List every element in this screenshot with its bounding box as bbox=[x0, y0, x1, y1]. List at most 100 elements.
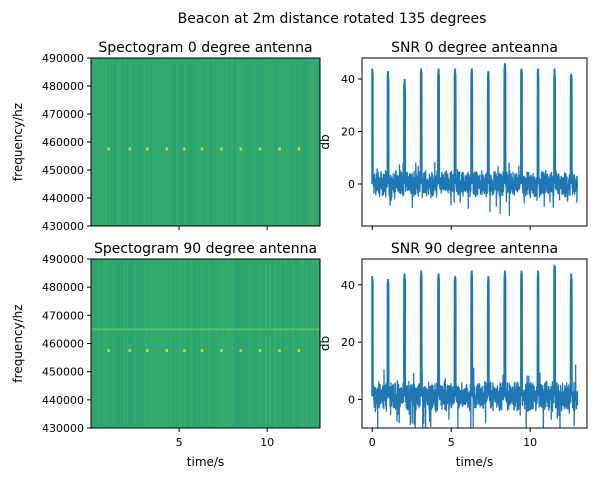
spectrogram-stripe bbox=[274, 259, 275, 428]
spectrogram-stripe bbox=[251, 58, 253, 226]
spectrogram-stripe bbox=[197, 58, 199, 226]
spectrogram-stripe bbox=[253, 259, 254, 428]
spectrogram-stripe bbox=[235, 58, 236, 226]
spectrogram-stripe bbox=[155, 259, 157, 428]
spectrogram-stripe bbox=[134, 58, 136, 226]
spectrogram-pulse bbox=[258, 349, 262, 353]
spectrogram-stripe bbox=[104, 259, 106, 428]
spectrogram-stripe bbox=[232, 259, 233, 428]
spectrogram-stripe bbox=[136, 259, 137, 428]
spectrogram-stripe bbox=[95, 259, 97, 428]
spectrogram-stripe bbox=[313, 58, 314, 226]
spectrogram-stripe bbox=[299, 259, 301, 428]
spectrogram-stripe bbox=[158, 58, 160, 226]
spectrogram-stripe bbox=[167, 259, 169, 428]
spectrogram-stripe bbox=[172, 259, 173, 428]
spectrogram-stripe bbox=[239, 58, 241, 226]
spectrogram-stripe bbox=[280, 58, 281, 226]
spectrogram-pulse bbox=[165, 349, 168, 353]
spectrogram-stripe bbox=[260, 58, 262, 226]
spectrogram-stripe bbox=[248, 259, 250, 428]
spectrogram-stripe bbox=[131, 259, 133, 428]
spectrogram-stripe bbox=[193, 58, 194, 226]
spectrogram-stripe bbox=[101, 259, 103, 428]
spectrogram-stripe bbox=[236, 259, 238, 428]
spectrogram-stripe bbox=[127, 259, 128, 428]
spectrogram-stripe bbox=[202, 58, 203, 226]
spectrogram-stripe bbox=[196, 259, 197, 428]
spectrogram-pulse bbox=[239, 349, 242, 353]
spectrogram-stripe bbox=[134, 259, 136, 428]
spectrogram-stripe bbox=[124, 58, 125, 226]
xtick-label: 10 bbox=[260, 436, 274, 449]
spectrogram-pulse bbox=[297, 147, 301, 151]
spectrogram-stripe bbox=[160, 259, 161, 428]
spectrogram-stripe bbox=[250, 58, 251, 226]
spectrogram-stripe bbox=[152, 58, 154, 226]
spectrogram-stripe bbox=[293, 58, 295, 226]
y-axis-label: frequency/hz bbox=[11, 304, 25, 382]
spectrogram-stripe bbox=[176, 58, 178, 226]
ytick-label: 480000 bbox=[42, 281, 84, 294]
spectrogram-stripe bbox=[95, 58, 97, 226]
spectrogram-stripe bbox=[301, 259, 302, 428]
spectrogram-stripe bbox=[164, 58, 166, 226]
spectrogram-stripe bbox=[170, 58, 172, 226]
spectrogram-stripe bbox=[281, 259, 283, 428]
spectrogram-stripe bbox=[116, 58, 118, 226]
spectrogram-stripe bbox=[233, 58, 235, 226]
spectrogram-stripe bbox=[314, 58, 316, 226]
spectrogram-stripe bbox=[217, 58, 218, 226]
spectrogram-stripe bbox=[286, 259, 287, 428]
ytick-label: 460000 bbox=[42, 136, 84, 149]
spectrogram-stripe bbox=[199, 259, 200, 428]
spectrogram-stripe bbox=[302, 259, 304, 428]
spectrogram-stripe bbox=[257, 259, 259, 428]
xtick-label: 5 bbox=[176, 436, 183, 449]
spectrogram-stripe bbox=[194, 259, 196, 428]
spectrogram-stripe bbox=[317, 259, 319, 428]
snr-series bbox=[371, 264, 579, 428]
spectrogram-stripe bbox=[166, 58, 167, 226]
spectrogram-stripe bbox=[266, 58, 268, 226]
spectrogram-pulse bbox=[165, 147, 168, 151]
spectrogram-stripe bbox=[200, 58, 202, 226]
subplot-title: Spectogram 90 degree antenna bbox=[94, 241, 317, 257]
spectrogram-stripe bbox=[301, 58, 302, 226]
spectrogram-stripe bbox=[304, 58, 305, 226]
ytick-label: 470000 bbox=[42, 108, 84, 121]
spectrogram-stripe bbox=[182, 259, 184, 428]
ytick-label: 40 bbox=[341, 279, 355, 292]
spectrogram-pulse bbox=[107, 349, 110, 353]
spectrogram-stripe bbox=[140, 259, 142, 428]
spectrogram-stripe bbox=[175, 58, 176, 226]
ytick-label: 450000 bbox=[42, 164, 84, 177]
spectrogram-stripe bbox=[275, 259, 277, 428]
spectrogram-stripe bbox=[259, 58, 260, 226]
spectrogram-stripe bbox=[238, 259, 239, 428]
spectrogram-stripe bbox=[226, 259, 227, 428]
spectrogram-stripe bbox=[118, 259, 119, 428]
spectrogram-stripe bbox=[214, 58, 215, 226]
spectrogram-stripe bbox=[220, 259, 221, 428]
spectrogram-stripe bbox=[289, 58, 290, 226]
spectrogram-stripe bbox=[146, 58, 148, 226]
spectrogram-stripe bbox=[268, 259, 269, 428]
spectrogram-stripe bbox=[142, 58, 143, 226]
spectrogram-stripe bbox=[188, 58, 190, 226]
spectrogram-stripe bbox=[103, 58, 104, 226]
subplot-4: 0 20 40 0 5 10 SNR 90 degree antenna time/s db bbox=[318, 241, 588, 469]
spectrogram-stripe bbox=[130, 259, 131, 428]
spectrogram-stripe bbox=[295, 259, 296, 428]
spectrogram-stripe bbox=[206, 58, 208, 226]
spectrogram-stripe bbox=[211, 58, 212, 226]
spectrogram-stripe bbox=[193, 259, 194, 428]
spectrogram-stripe bbox=[130, 58, 131, 226]
spectrogram-stripe bbox=[269, 259, 271, 428]
spectrogram-stripe bbox=[185, 58, 187, 226]
spectrogram-stripe bbox=[232, 58, 233, 226]
xtick-label: 0 bbox=[369, 436, 376, 449]
spectrogram-stripe bbox=[125, 259, 127, 428]
spectrogram-stripe bbox=[110, 58, 112, 226]
spectrogram-stripe bbox=[140, 58, 142, 226]
